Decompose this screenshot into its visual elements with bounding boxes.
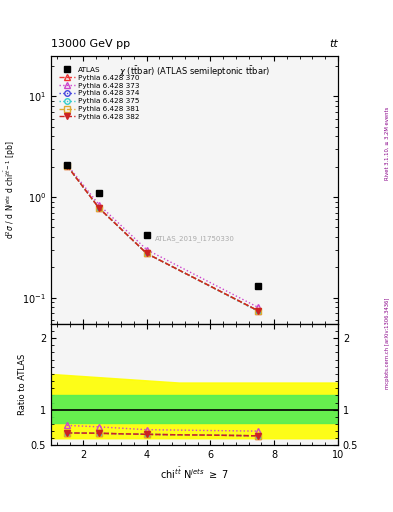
Pythia 6.428 370 xyxy=(65,163,70,169)
Line: Pythia 6.428 375: Pythia 6.428 375 xyxy=(64,163,261,314)
Text: ATLAS_2019_I1750330: ATLAS_2019_I1750330 xyxy=(154,235,235,242)
X-axis label: chi$^{t\bar{t}}$ N$^{jets}$ $\geq$ 7: chi$^{t\bar{t}}$ N$^{jets}$ $\geq$ 7 xyxy=(160,466,229,481)
ATLAS xyxy=(144,232,149,238)
Pythia 6.428 374 xyxy=(144,250,149,257)
Line: Pythia 6.428 374: Pythia 6.428 374 xyxy=(64,163,261,314)
Pythia 6.428 375 xyxy=(65,163,70,169)
ATLAS xyxy=(256,283,261,289)
Pythia 6.428 382 xyxy=(144,250,149,257)
ATLAS xyxy=(97,190,101,196)
Text: tt: tt xyxy=(329,38,338,49)
Pythia 6.428 370 xyxy=(256,308,261,314)
Pythia 6.428 381 xyxy=(97,205,101,211)
Pythia 6.428 381 xyxy=(65,163,70,169)
Line: Pythia 6.428 373: Pythia 6.428 373 xyxy=(64,162,261,310)
Pythia 6.428 375 xyxy=(144,250,149,257)
Pythia 6.428 370 xyxy=(97,205,101,211)
Y-axis label: d$^2\sigma$ / d N$^{jets}$ d chi$^{t\bar{t}-1}$ [pb]: d$^2\sigma$ / d N$^{jets}$ d chi$^{t\bar… xyxy=(3,141,18,239)
Text: $\chi$ (t$\bar{\rm t}$bar) (ATLAS semileptonic t$\bar{\rm t}$bar): $\chi$ (t$\bar{\rm t}$bar) (ATLAS semile… xyxy=(119,65,270,79)
Pythia 6.428 375 xyxy=(97,205,101,211)
Pythia 6.428 382 xyxy=(65,163,70,169)
Legend: ATLAS, Pythia 6.428 370, Pythia 6.428 373, Pythia 6.428 374, Pythia 6.428 375, P: ATLAS, Pythia 6.428 370, Pythia 6.428 37… xyxy=(57,66,141,121)
Pythia 6.428 373 xyxy=(97,202,101,208)
Pythia 6.428 373 xyxy=(144,247,149,253)
Pythia 6.428 382 xyxy=(256,308,261,314)
Pythia 6.428 375 xyxy=(256,308,261,314)
Line: Pythia 6.428 382: Pythia 6.428 382 xyxy=(64,163,261,314)
Line: Pythia 6.428 370: Pythia 6.428 370 xyxy=(64,163,261,314)
Y-axis label: Ratio to ATLAS: Ratio to ATLAS xyxy=(18,354,27,415)
Pythia 6.428 374 xyxy=(65,163,70,169)
Text: 13000 GeV pp: 13000 GeV pp xyxy=(51,38,130,49)
Pythia 6.428 374 xyxy=(256,308,261,314)
Pythia 6.428 381 xyxy=(256,308,261,314)
Line: ATLAS: ATLAS xyxy=(64,161,262,290)
Text: Rivet 3.1.10, ≥ 3.2M events: Rivet 3.1.10, ≥ 3.2M events xyxy=(385,106,389,180)
Pythia 6.428 370 xyxy=(144,250,149,257)
Text: mcplots.cern.ch [arXiv:1306.3436]: mcplots.cern.ch [arXiv:1306.3436] xyxy=(385,297,389,389)
Pythia 6.428 381 xyxy=(144,250,149,257)
Line: Pythia 6.428 381: Pythia 6.428 381 xyxy=(64,163,261,314)
Pythia 6.428 374 xyxy=(97,205,101,211)
Pythia 6.428 373 xyxy=(65,161,70,167)
Pythia 6.428 373 xyxy=(256,305,261,311)
ATLAS xyxy=(65,161,70,167)
Pythia 6.428 382 xyxy=(97,205,101,211)
